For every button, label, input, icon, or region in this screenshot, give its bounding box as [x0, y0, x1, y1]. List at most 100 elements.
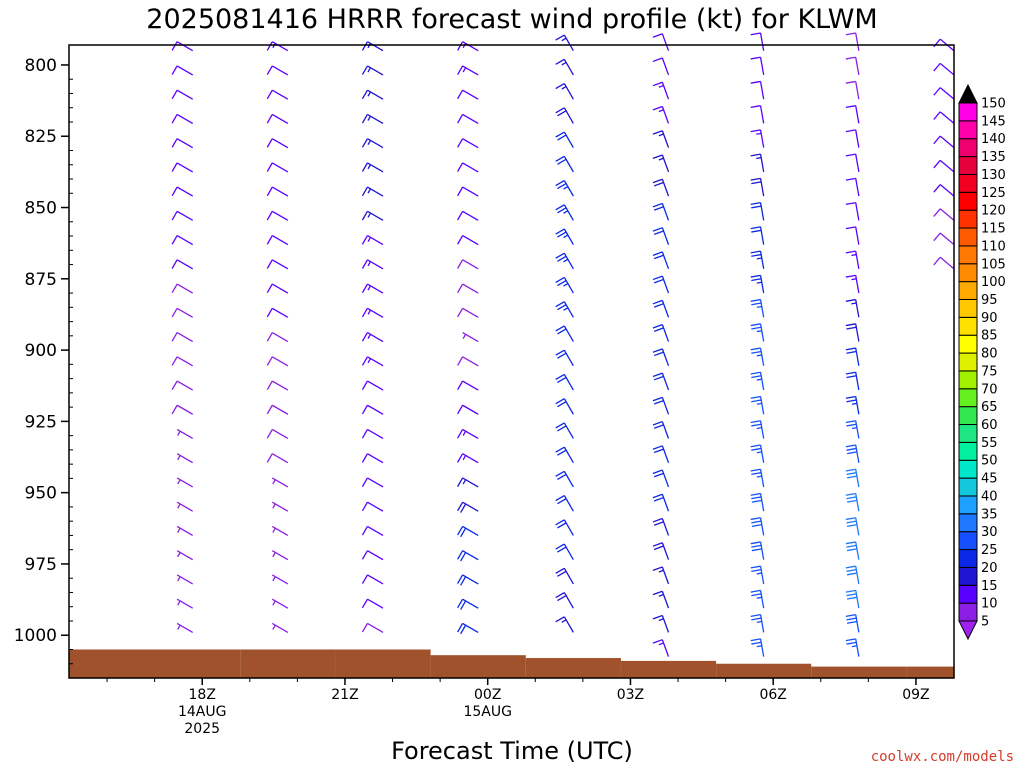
barb-half [462, 333, 467, 339]
barb-full [457, 307, 464, 318]
wind-barb [171, 283, 194, 294]
wind-barb [555, 276, 574, 294]
barb-full [555, 591, 565, 599]
barb-staff [367, 380, 384, 391]
barb-staff [367, 210, 384, 221]
barb-half [756, 330, 762, 333]
barb-staff [759, 202, 765, 221]
barb-full [653, 545, 664, 551]
barb-staff [176, 259, 194, 270]
barb-staff [661, 33, 670, 51]
barb-full [457, 162, 464, 172]
wind-barb [750, 105, 765, 124]
wind-barb [845, 177, 860, 197]
ground-segment [620, 660, 717, 678]
barb-half [756, 156, 762, 160]
barb-full [751, 472, 762, 476]
barb-full [457, 526, 464, 536]
wind-barb [845, 250, 860, 269]
barb-full [555, 204, 565, 211]
wind-barb [652, 445, 670, 463]
barb-full [555, 276, 565, 284]
barb-staff [462, 622, 479, 633]
barb-half [658, 109, 664, 113]
barb-full [266, 89, 273, 100]
barb-staff [563, 59, 574, 76]
wind-barb [555, 519, 574, 536]
barb-staff [661, 154, 670, 173]
wind-barb [555, 398, 574, 415]
barb-half [561, 86, 567, 90]
barb-full [171, 65, 178, 75]
wind-barb [750, 274, 765, 294]
barb-half [756, 402, 762, 405]
barb-full [751, 523, 762, 527]
wind-barb [933, 62, 955, 76]
colorbar-swatch [958, 441, 978, 461]
barb-staff [855, 105, 860, 124]
wind-barb [555, 470, 574, 488]
wind-barb [361, 89, 384, 100]
barb-full [652, 372, 663, 378]
barb-staff [176, 622, 194, 633]
wind-barb [361, 525, 384, 536]
wind-barb [361, 41, 384, 52]
wind-barb [457, 501, 479, 513]
credit-text: coolwx.com/models [871, 749, 1014, 765]
barb-full [557, 207, 567, 214]
colorbar-label: 105 [981, 257, 1006, 272]
wind-barb [652, 227, 670, 245]
barb-full [557, 546, 567, 553]
barb-staff [176, 41, 194, 52]
barb-full [457, 477, 464, 487]
wind-barb [457, 283, 479, 294]
wind-barb [555, 591, 574, 609]
barb-staff [855, 614, 860, 633]
ground-segment [716, 663, 812, 678]
barb-full [845, 347, 856, 351]
wind-barb [652, 469, 670, 488]
colorbar-label: 95 [981, 293, 998, 308]
barb-full [557, 376, 567, 384]
barb-full [460, 624, 467, 635]
barb-staff [367, 550, 384, 561]
barb-staff [855, 32, 860, 51]
barb-full [361, 429, 369, 439]
barb-staff [661, 615, 670, 633]
barb-full [652, 396, 663, 402]
barb-staff [462, 41, 479, 52]
barb-full [652, 275, 663, 281]
barb-full [457, 89, 464, 100]
wind-barb [176, 477, 194, 488]
barb-staff [271, 331, 289, 343]
wind-barb [271, 550, 289, 561]
barb-staff [271, 525, 289, 536]
colorbar-label: 90 [981, 311, 998, 326]
barb-full [457, 623, 464, 633]
barb-full [751, 229, 762, 233]
barb-staff [855, 517, 860, 536]
barb-staff [271, 477, 289, 488]
barb-half [367, 309, 372, 315]
ground-segment [335, 649, 431, 678]
barb-staff [661, 300, 670, 318]
wind-barb [845, 517, 860, 536]
barb-staff [661, 130, 670, 148]
colorbar-swatch [958, 334, 978, 354]
barb-full [652, 469, 663, 475]
y-tick-label: 900 [25, 341, 57, 361]
colorbar-label: 35 [981, 507, 998, 522]
barb-staff [462, 331, 479, 343]
barb-half [851, 278, 857, 281]
barb-staff [176, 550, 194, 561]
wind-barb [457, 453, 479, 464]
barb-staff [759, 81, 765, 100]
barb-staff [563, 204, 574, 221]
barb-full [846, 496, 857, 500]
barb-staff [462, 574, 479, 585]
barb-full [557, 231, 567, 238]
colorbar-swatch [958, 549, 978, 568]
barb-staff [661, 82, 670, 100]
wind-barb [171, 113, 194, 124]
